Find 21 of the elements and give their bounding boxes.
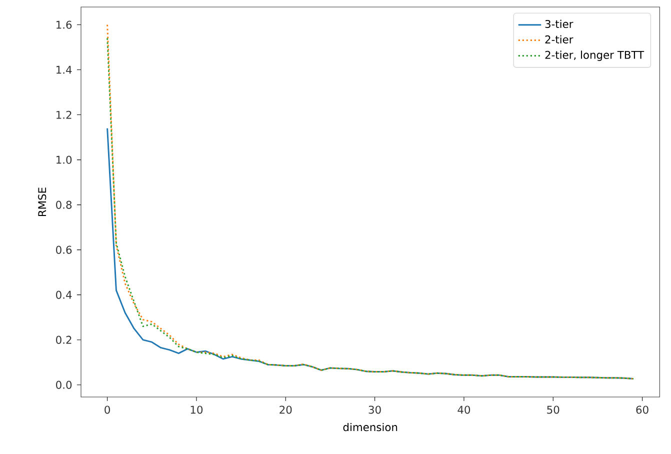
y-tick-label: 0.4 — [56, 290, 72, 299]
legend-label: 3-tier — [545, 20, 574, 28]
y-tick-label: 0.6 — [56, 246, 72, 254]
y-tick-label: 1.2 — [56, 110, 72, 119]
x-tick-label: 50 — [547, 406, 560, 414]
legend-label: 2-tier — [545, 35, 574, 44]
x-tick-label: 30 — [368, 406, 381, 414]
y-tick-label: 0.2 — [56, 336, 72, 344]
x-tick-label: 0 — [104, 406, 110, 414]
x-tick-label: 40 — [458, 406, 470, 414]
y-tick-label: 0.0 — [56, 380, 72, 389]
y-tick-label: 1.0 — [56, 156, 72, 164]
x-tick-label: 60 — [636, 406, 648, 414]
legend-label: 2-tier, longer TBTT — [545, 50, 644, 61]
y-tick-label: 1.6 — [56, 20, 72, 29]
y-axis-title: RMSE — [38, 188, 46, 216]
x-tick-label: 10 — [190, 406, 203, 414]
x-tick-label: 20 — [280, 406, 292, 414]
y-tick-label: 0.8 — [56, 200, 72, 209]
x-axis-title: dimension — [343, 422, 398, 432]
y-tick-label: 1.4 — [56, 66, 72, 74]
